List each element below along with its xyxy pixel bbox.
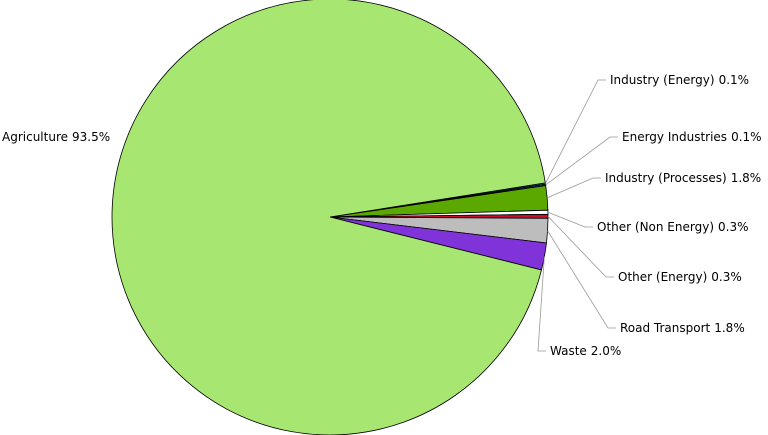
slice-label-value: 0.3%: [711, 270, 742, 284]
leader-line: [547, 211, 593, 228]
leader-line: [546, 177, 601, 199]
pie-slice: [111, 0, 546, 435]
leader-line: [545, 136, 618, 186]
slice-label: Agriculture 93.5%: [2, 130, 110, 144]
slice-label-name: Industry (Energy): [610, 73, 715, 87]
slice-label-value: 0.1%: [719, 73, 750, 87]
slice-label-name: Energy Industries: [622, 130, 727, 144]
slice-label-value: 93.5%: [72, 130, 110, 144]
slice-label-name: Other (Energy): [618, 270, 707, 284]
slice-label: Waste 2.0%: [550, 344, 621, 358]
leader-line: [547, 216, 614, 278]
slice-label-value: 0.3%: [718, 220, 749, 234]
slice-label-name: Other (Non Energy): [597, 220, 714, 234]
slice-label: Other (Non Energy) 0.3%: [597, 220, 749, 234]
slice-label: Energy Industries 0.1%: [622, 130, 762, 144]
slice-label-value: 1.8%: [731, 171, 762, 185]
slice-label: Road Transport 1.8%: [620, 321, 745, 335]
slice-label-name: Waste: [550, 344, 587, 358]
leader-line: [537, 256, 546, 352]
slice-label: Industry (Energy) 0.1%: [610, 73, 749, 87]
slice-label-name: Agriculture: [2, 130, 68, 144]
leader-line: [545, 79, 606, 184]
leader-line: [547, 230, 616, 329]
slice-label-value: 2.0%: [591, 344, 622, 358]
slice-label: Other (Energy) 0.3%: [618, 270, 742, 284]
slice-label-name: Industry (Processes): [605, 171, 727, 185]
slice-label-name: Road Transport: [620, 321, 711, 335]
slice-label-value: 1.8%: [714, 321, 745, 335]
slice-label: Industry (Processes) 1.8%: [605, 171, 761, 185]
slice-label-value: 0.1%: [731, 130, 762, 144]
